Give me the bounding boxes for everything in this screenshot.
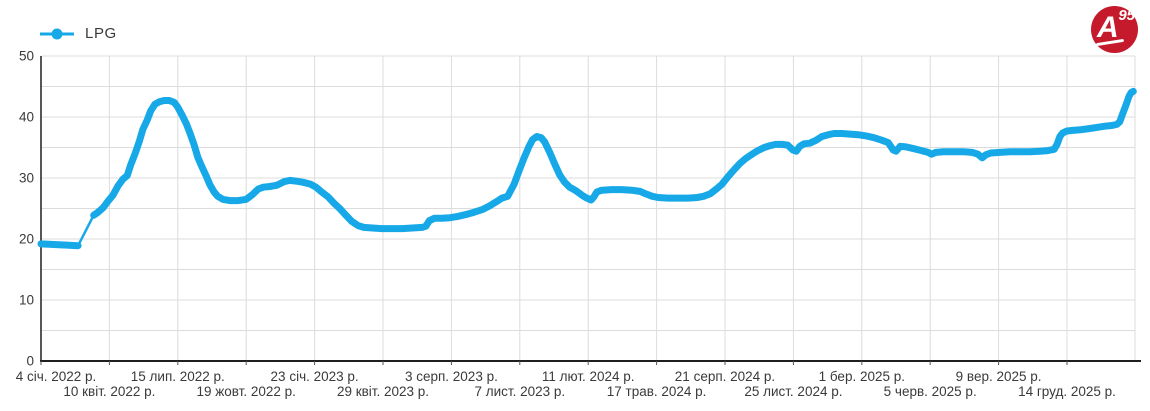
y-tick-label: 30 — [19, 171, 34, 186]
series-line-lpg[interactable] — [37, 240, 82, 250]
y-tick-label: 40 — [19, 110, 34, 125]
x-tick-label: 7 лист. 2023 р. — [474, 384, 565, 399]
x-tick-label: 23 січ. 2023 р. — [271, 369, 359, 384]
a95-logo[interactable]: A 95 — [1091, 6, 1138, 53]
logo-letter: A — [1097, 11, 1119, 44]
logo-superscript: 95 — [1118, 7, 1135, 24]
y-tick-label: 0 — [26, 354, 34, 369]
x-tick-label: 11 лют. 2024 р. — [542, 369, 635, 384]
x-tick-label: 21 серп. 2024 р. — [675, 369, 775, 384]
legend-item-lpg[interactable]: LPG — [40, 25, 117, 42]
series-line-lpg-connector — [76, 214, 95, 247]
x-tick-label: 1 бер. 2025 р. — [819, 369, 905, 384]
x-tick-label: 10 квіт. 2022 р. — [63, 384, 155, 399]
legend-line-marker-icon — [40, 28, 74, 39]
x-tick-label: 5 черв. 2025 р. — [884, 384, 977, 399]
series-line-lpg[interactable] — [90, 87, 1137, 233]
x-tick-label: 3 серп. 2023 р. — [405, 369, 498, 384]
x-tick-label: 25 лист. 2024 р. — [744, 384, 842, 399]
y-tick-label: 50 — [19, 49, 34, 64]
x-tick-label: 29 квіт. 2023 р. — [337, 384, 429, 399]
x-tick-label: 4 січ. 2022 р. — [16, 369, 97, 384]
x-tick-label: 19 жовт. 2022 р. — [196, 384, 295, 399]
x-tick-label: 14 груд. 2025 р. — [1018, 384, 1116, 399]
y-tick-label: 20 — [19, 232, 34, 247]
y-tick-label: 10 — [19, 293, 34, 308]
legend-label: LPG — [85, 25, 117, 42]
x-tick-label: 9 вер. 2025 р. — [956, 369, 1042, 384]
x-tick-label: 15 лип. 2022 р. — [131, 369, 225, 384]
x-tick-label: 17 трав. 2024 р. — [607, 384, 707, 399]
